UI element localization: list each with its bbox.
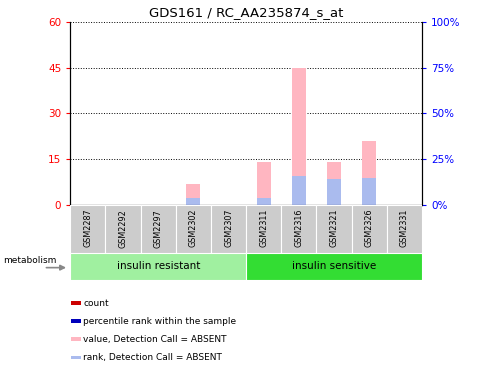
- Bar: [186, 184, 200, 205]
- Text: GSM2321: GSM2321: [329, 209, 338, 247]
- Bar: [281, 205, 316, 253]
- Bar: [291, 68, 305, 205]
- Text: insulin sensitive: insulin sensitive: [291, 261, 376, 271]
- Bar: [386, 205, 421, 253]
- Text: percentile rank within the sample: percentile rank within the sample: [83, 317, 236, 326]
- Bar: [316, 205, 351, 253]
- Text: GSM2331: GSM2331: [399, 209, 408, 247]
- Bar: [71, 301, 81, 305]
- Bar: [256, 198, 270, 205]
- Bar: [326, 162, 340, 205]
- Bar: [186, 198, 200, 205]
- Text: GSM2326: GSM2326: [364, 209, 373, 247]
- Text: GSM2287: GSM2287: [83, 209, 92, 247]
- Text: insulin resistant: insulin resistant: [116, 261, 199, 271]
- Bar: [326, 179, 340, 205]
- Bar: [140, 205, 175, 253]
- Text: metabolism: metabolism: [3, 256, 57, 265]
- Bar: [362, 178, 376, 205]
- Text: GSM2292: GSM2292: [118, 209, 127, 247]
- Bar: [291, 176, 305, 205]
- Text: GSM2307: GSM2307: [224, 209, 233, 247]
- Text: GSM2311: GSM2311: [258, 209, 268, 247]
- Bar: [351, 205, 386, 253]
- Title: GDS161 / RC_AA235874_s_at: GDS161 / RC_AA235874_s_at: [149, 6, 343, 19]
- Bar: [70, 205, 105, 253]
- Bar: [70, 253, 245, 280]
- Bar: [245, 205, 281, 253]
- Bar: [175, 205, 211, 253]
- Bar: [256, 162, 270, 205]
- Bar: [71, 337, 81, 341]
- Text: value, Detection Call = ABSENT: value, Detection Call = ABSENT: [83, 335, 227, 344]
- Text: GSM2316: GSM2316: [294, 209, 303, 247]
- Bar: [105, 205, 140, 253]
- Bar: [362, 141, 376, 205]
- Text: rank, Detection Call = ABSENT: rank, Detection Call = ABSENT: [83, 353, 222, 362]
- Text: count: count: [83, 299, 109, 308]
- Text: GSM2297: GSM2297: [153, 209, 163, 247]
- Bar: [211, 205, 245, 253]
- Text: GSM2302: GSM2302: [188, 209, 197, 247]
- Bar: [245, 253, 421, 280]
- Bar: [71, 355, 81, 359]
- Bar: [71, 320, 81, 323]
